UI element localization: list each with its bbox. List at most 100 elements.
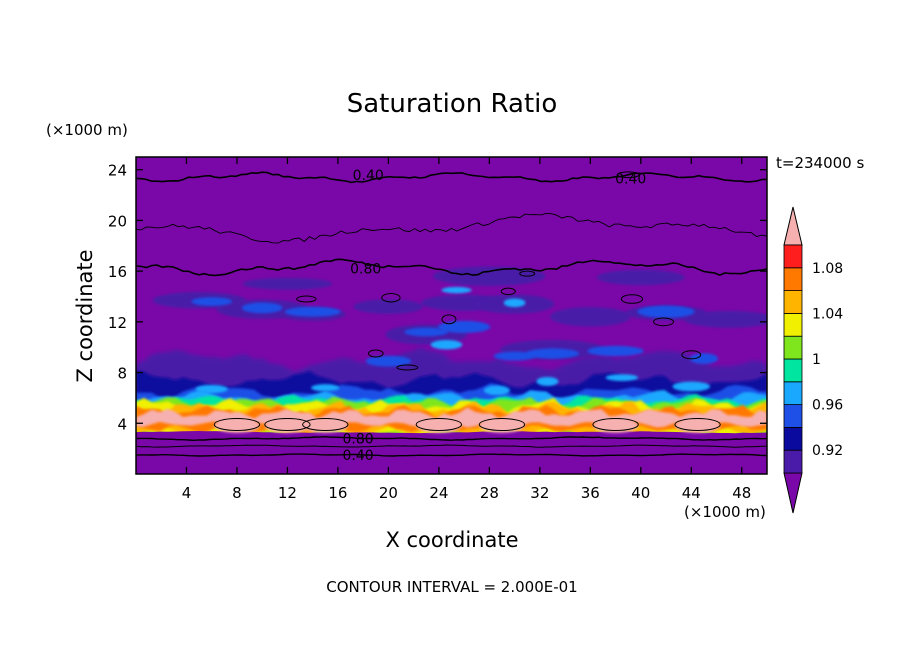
y-tick-label-5: 24 [108,162,127,180]
x-tick-label-2: 12 [278,484,297,502]
colorbar-swatch-4 [783,358,803,383]
contour-lines [136,171,767,457]
y-unit-label: (×1000 m) [46,121,128,139]
upper-cyan-blob-1 [503,298,526,308]
upper-cyan-blob-8 [195,384,228,394]
upper-purple-blob-6 [550,307,631,327]
contour-labels: 0.40 0.400.800.800.40 [343,168,647,464]
x-tick-label-10: 44 [682,484,701,502]
colorbar-under-triangle [783,472,803,514]
contour-cell-loop-5 [592,418,639,432]
colorbar-label-4: 0.92 [812,443,843,459]
contour-label-0: 0.40 [353,168,384,184]
upper-blue-blob-10 [365,355,412,367]
upper-purple-blob-12 [433,266,546,286]
upper-cyan-blob-2 [441,286,472,294]
x-tick-label-8: 36 [581,484,600,502]
contour-cell-loop-6 [674,418,721,432]
colorbar-label-1: 1.04 [812,306,843,322]
contour-cell-loop-1 [264,418,311,432]
colorbar-swatch-2 [783,404,803,428]
y-tick-label-2: 12 [108,314,127,332]
contour-lower-0.60 [136,444,767,448]
colorbar-swatch-1 [783,426,803,451]
x-tick-label-11: 48 [732,484,751,502]
x-tick-label-0: 4 [182,484,192,502]
contour-small-loop-0 [296,295,317,303]
contour-upper-0.80 [136,258,767,277]
contour-small-loop-6 [519,270,536,277]
x-tick-label-4: 20 [379,484,398,502]
contour-small-loop-10 [616,171,640,179]
y-axis-ticks: 4 8 12 16 20 24 [108,162,767,433]
contour-small-loop-1 [381,293,401,303]
contour-small-loop-8 [396,364,419,371]
upper-cyan-blob-7 [483,385,510,396]
upper-blue-blob-8 [241,302,283,314]
upper-blue-blob-3 [438,320,491,334]
band-bottom-purple [136,431,767,474]
upper-cyan-blob-0 [430,339,463,350]
colorbar-swatch-7 [783,290,803,314]
upper-cyan-blob-6 [672,381,711,392]
upper-blue-blob-7 [637,305,695,318]
contour-upper-0.60 [136,213,767,244]
contour-small-loop-7 [367,349,384,358]
colorbar-swatch-6 [783,312,803,337]
x-tick-label-9: 40 [631,484,650,502]
upper-blue-blob-1 [284,306,341,317]
contour-small-loop-4 [620,294,644,304]
contour-small-loop-3 [500,287,516,296]
colorbar-label-0: 1.08 [812,261,843,277]
upper-cyan-blob-4 [605,374,639,381]
x-tick-label-7: 32 [530,484,549,502]
x-axis-label: X coordinate [385,528,518,552]
upper-blue-blob-6 [587,345,644,357]
x-tick-label-6: 28 [480,484,499,502]
contour-cell-loop-0 [213,418,261,432]
x-tick-label-3: 16 [328,484,347,502]
contour-label-3: 0.80 [343,431,374,447]
field-heatmap [136,157,767,474]
y-tick-label-4: 20 [108,212,127,230]
x-unit-label: (×1000 m) [684,503,766,521]
upper-cyan-blob-3 [536,376,559,386]
contour-label-2: 0.80 [350,262,381,278]
upper-blue-blob-9 [689,353,718,364]
upper-purple-blob-8 [683,310,767,328]
y-tick-label-1: 8 [117,365,127,383]
colorbar: 1.08 1.04 1 0.96 0.92 [783,206,843,514]
contour-top-0.40 [136,171,767,184]
colorbar-swatch-8 [783,267,803,291]
contour-cell-loop-4 [478,418,526,432]
contour-lower-0.40 [136,453,767,457]
x-tick-label-5: 24 [429,484,448,502]
contour-small-loop-2 [441,314,457,325]
contour-interval-footer: CONTOUR INTERVAL = 2.000E-01 [326,578,577,596]
colorbar-label-3: 0.96 [812,398,843,414]
plot-frame [135,156,768,475]
y-tick-label-0: 4 [117,415,127,433]
contour-lower-0.80 [136,435,767,442]
contour-label-1: 0.40 [615,172,646,188]
contour-small-loop-9 [681,350,702,360]
y-tick-label-3: 16 [108,263,127,281]
colorbar-swatch-0 [783,449,803,474]
upper-purple-blob-3 [353,299,424,314]
chart-title: Saturation Ratio [347,89,558,119]
colorbar-label-2: 1 [812,352,821,368]
upper-blue-blob-0 [191,297,233,306]
y-axis-label: Z coordinate [73,249,97,382]
colorbar-swatch-9 [783,244,803,269]
upper-blue-blob-2 [404,327,449,337]
upper-cyan-blob-5 [311,384,340,392]
contour-small-loop-5 [653,317,674,327]
colorbar-over-triangle [783,206,803,246]
x-tick-label-1: 8 [232,484,242,502]
colorbar-swatch-3 [783,381,803,405]
contour-cell-loop-3 [415,418,463,432]
time-label: t=234000 s [776,154,864,172]
x-axis-ticks: 4 8 12 16 20 24 28 32 36 40 44 48 [182,157,751,502]
upper-blue-blob-5 [525,348,580,359]
